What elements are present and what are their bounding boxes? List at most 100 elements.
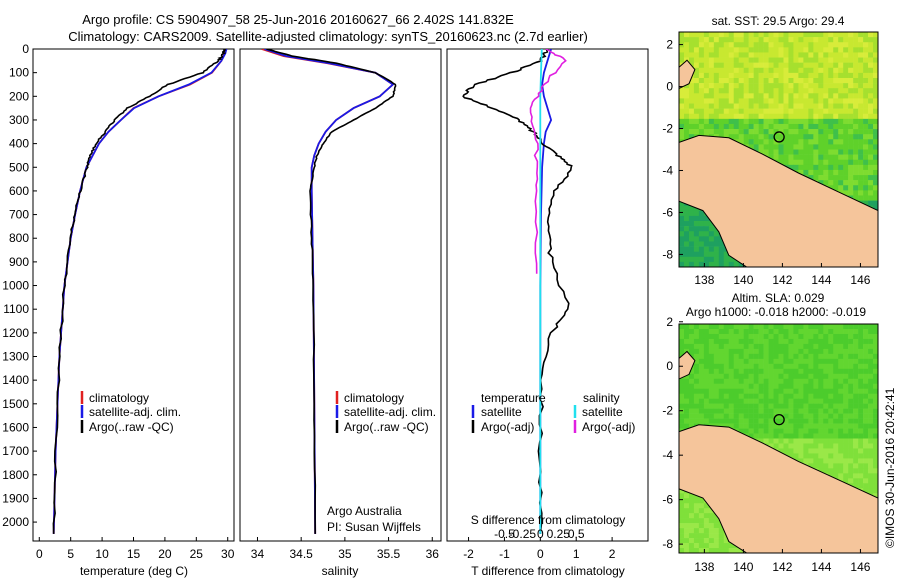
x-tick-label: 35 xyxy=(338,547,352,561)
map-cell xyxy=(818,338,824,345)
map-cell xyxy=(748,358,754,365)
map-cell xyxy=(768,383,774,390)
map-cell xyxy=(723,261,730,267)
map-cell xyxy=(688,383,695,390)
map-cell xyxy=(683,408,690,414)
map-cell xyxy=(728,358,735,365)
map-cell xyxy=(838,338,844,345)
map-cell xyxy=(873,164,878,171)
map-cell xyxy=(873,83,878,89)
map-cell xyxy=(793,328,799,335)
map-cell xyxy=(848,175,854,181)
map-cell xyxy=(713,538,720,544)
map-cell xyxy=(713,57,720,63)
map-cell xyxy=(828,398,834,404)
map-cell xyxy=(833,453,839,459)
map-cell xyxy=(863,57,869,63)
map-cell xyxy=(679,488,685,494)
map-cell xyxy=(853,458,859,464)
map-cell xyxy=(823,448,829,454)
map-cell xyxy=(833,458,839,464)
map-cell xyxy=(683,324,690,330)
map-cell xyxy=(848,428,854,434)
map-cell xyxy=(863,195,869,201)
map-cell xyxy=(688,528,695,534)
map-cell xyxy=(738,328,744,335)
map-cell xyxy=(823,103,829,109)
map-cell xyxy=(773,77,779,84)
map-cell xyxy=(728,93,735,99)
map-cell xyxy=(738,47,744,53)
map-cell xyxy=(748,144,754,150)
map-cell xyxy=(818,443,824,449)
map-cell xyxy=(833,428,839,434)
map-cell xyxy=(679,508,685,514)
map-cell xyxy=(873,438,878,444)
map-cell xyxy=(683,205,690,212)
map-cell xyxy=(773,37,779,43)
map-cell xyxy=(858,103,864,109)
map-cell xyxy=(798,159,804,166)
map-cell xyxy=(843,134,849,140)
legend-s-argo: Argo(-adj) xyxy=(582,420,635,434)
map-cell xyxy=(793,383,799,390)
map-cell xyxy=(773,363,779,370)
map-cell xyxy=(858,149,864,155)
map-cell xyxy=(848,77,854,84)
map-cell xyxy=(808,324,814,330)
map-cell xyxy=(788,338,794,345)
map-cell xyxy=(723,103,730,109)
map-cell xyxy=(763,408,769,414)
map-cell xyxy=(808,448,814,454)
map-cell xyxy=(773,32,779,38)
map-cell xyxy=(873,77,878,84)
map-cell xyxy=(838,42,844,48)
map-cell xyxy=(783,72,789,79)
map-cell xyxy=(773,129,779,135)
map-cell xyxy=(738,338,744,345)
map-cell xyxy=(713,37,720,43)
map-cell xyxy=(873,93,878,99)
map-cell xyxy=(748,348,754,355)
map-cell xyxy=(763,333,769,340)
map-cell xyxy=(708,348,715,355)
map-cell xyxy=(823,159,829,166)
map-cell xyxy=(688,37,695,43)
map-cell xyxy=(768,139,774,145)
map-cell xyxy=(679,343,685,350)
map-cell xyxy=(688,403,695,409)
x-tick-label: 35.5 xyxy=(377,547,401,561)
map-cell xyxy=(713,123,720,130)
map-cell xyxy=(803,338,809,345)
map-cell xyxy=(763,363,769,370)
map-cell xyxy=(683,215,690,222)
map-cell xyxy=(788,103,794,109)
map-cell xyxy=(868,423,874,429)
map-cell xyxy=(743,378,749,385)
map-cell xyxy=(738,88,744,94)
map-cell xyxy=(773,113,779,120)
map-cell xyxy=(818,123,824,130)
map-cell xyxy=(818,154,824,161)
map-cell xyxy=(753,343,759,350)
map-cell xyxy=(823,468,829,474)
map-cell xyxy=(743,353,749,360)
map-cell xyxy=(848,159,854,166)
map-cell xyxy=(858,98,864,104)
map-cell xyxy=(823,47,829,53)
map-cell xyxy=(763,393,769,399)
map-cell xyxy=(873,443,878,449)
map-cell xyxy=(858,433,864,439)
map-cell xyxy=(748,129,754,135)
map-cell xyxy=(688,328,695,335)
map-cell xyxy=(853,103,859,109)
map-cell xyxy=(868,42,874,48)
map-cell xyxy=(803,333,809,340)
map-cell xyxy=(818,83,824,89)
map-cell xyxy=(853,88,859,94)
map-cell xyxy=(703,378,710,385)
map-cell xyxy=(713,333,720,340)
map-cell xyxy=(838,67,844,74)
map-cell xyxy=(763,348,769,355)
depth-tick-label: 400 xyxy=(9,137,29,151)
